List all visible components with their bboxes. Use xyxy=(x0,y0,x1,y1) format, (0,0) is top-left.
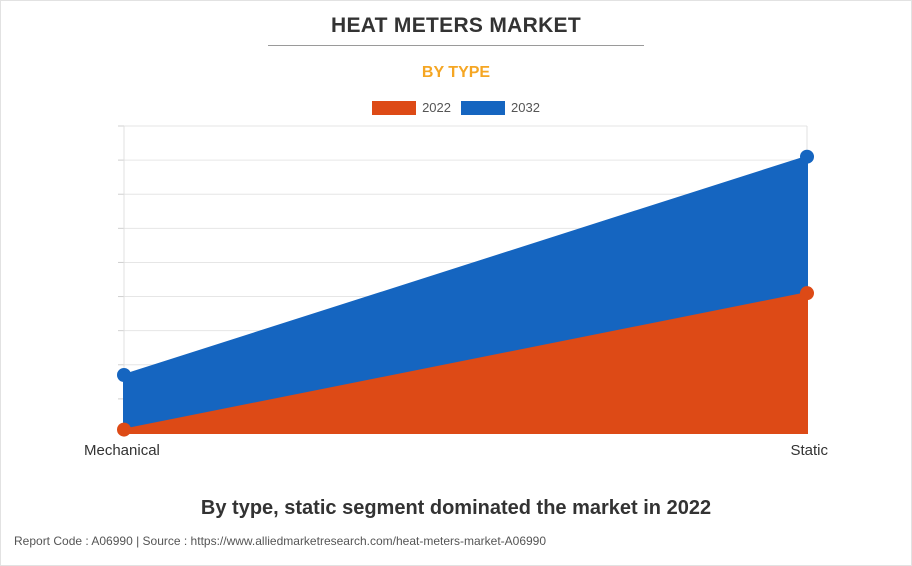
source-footer: Report Code : A06990 | Source : https://… xyxy=(14,534,547,548)
legend-swatch-2032 xyxy=(461,100,505,115)
x-tick-label-static: Static xyxy=(790,442,828,459)
legend-item-2032[interactable]: 2032 xyxy=(461,100,540,115)
x-axis-ticks: Mechanical Static xyxy=(84,442,828,459)
data-point-2022-static[interactable] xyxy=(800,286,814,301)
series-areas xyxy=(123,155,808,434)
x-tick-label-mechanical: Mechanical xyxy=(84,442,160,459)
series-points xyxy=(117,149,814,437)
legend-swatch-2022 xyxy=(372,100,417,115)
chart-subtitle: BY TYPE xyxy=(421,64,491,81)
legend-label-2032: 2032 xyxy=(511,100,540,115)
chart-title: HEAT METERS MARKET xyxy=(330,14,581,37)
data-point-2032-static[interactable] xyxy=(800,149,814,164)
title-underline xyxy=(268,45,644,46)
chart-caption: By type, static segment dominated the ma… xyxy=(200,497,712,519)
legend-label-2022: 2022 xyxy=(422,100,451,115)
chart-legend: 2022 2032 xyxy=(0,100,912,115)
legend-item-2022[interactable]: 2022 xyxy=(372,100,451,115)
data-point-2032-mechanical[interactable] xyxy=(117,368,131,383)
data-point-2022-mechanical[interactable] xyxy=(117,422,131,437)
